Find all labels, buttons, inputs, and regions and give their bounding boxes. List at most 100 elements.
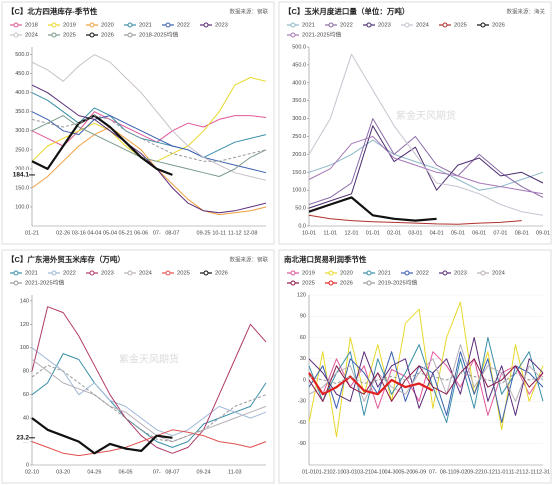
legend-dot — [366, 22, 372, 28]
legend-label: 2021 — [25, 271, 38, 277]
x-tick-label: 08-07 — [165, 469, 179, 475]
series-line — [31, 353, 267, 448]
x-tick-label: 09-24 — [197, 469, 211, 475]
legend-label: 2024 — [492, 271, 506, 277]
legend-label: 2023 — [378, 23, 391, 29]
series-line — [308, 196, 437, 222]
legend-dot — [480, 270, 486, 276]
legend-dot — [51, 270, 57, 276]
legend-dot — [442, 270, 448, 276]
y-tick-label: 100.0 — [15, 204, 29, 210]
series-line — [31, 115, 267, 162]
series-line — [31, 429, 267, 457]
legend-dot — [480, 22, 486, 28]
x-tick-label: 07- — [153, 230, 161, 236]
x-tick-label: 01-01 — [302, 469, 316, 475]
x-tick-label: 04-01 — [430, 230, 444, 236]
series-line — [31, 306, 267, 454]
y-tick-label: 120 — [297, 292, 306, 298]
legend-dot — [165, 22, 171, 28]
x-tick-label: 05-04 — [103, 230, 117, 236]
legend-dot — [328, 280, 334, 286]
legend-dot — [13, 32, 19, 38]
source: 数据来源：钢联 — [229, 255, 268, 263]
y-tick-label: 500.0 — [292, 44, 306, 50]
source: 数据来源：钢联 — [229, 7, 268, 15]
chart-title: 【C】北方四港库存-季节性 — [7, 6, 98, 16]
panel — [1, 249, 275, 484]
legend-dot — [203, 22, 209, 28]
x-tick-label: 02-10 — [329, 469, 343, 475]
y-tick-label: 350.0 — [15, 109, 29, 115]
y-tick-label: 350.0 — [292, 98, 306, 104]
x-tick-label: 03-01 — [408, 230, 422, 236]
legend-dot — [404, 22, 410, 28]
legend-label: 2020 — [101, 23, 114, 29]
x-tick-label: 11-21 — [509, 469, 523, 475]
chart-title: 南北港口贸易利润季节性 — [284, 254, 367, 264]
series-line — [308, 301, 544, 438]
x-tick-label: 09-02 — [453, 469, 467, 475]
series-line — [308, 139, 544, 191]
y-tick-label: 50.0 — [295, 206, 306, 212]
y-tick-label: 250.0 — [15, 147, 29, 153]
x-tick-label: 09-01 — [536, 230, 550, 236]
y-tick-label: 80 — [23, 369, 29, 375]
x-tick-label: 12-31 — [536, 469, 550, 475]
x-tick-label: 12-01 — [345, 230, 359, 236]
legend-label: 2026 — [492, 23, 505, 29]
x-tick-label: 05-01 — [451, 230, 465, 236]
x-tick-label: 07- — [153, 469, 161, 475]
x-tick-label: 09-22 — [467, 469, 481, 475]
panel — [1, 1, 275, 245]
x-tick-label: 12-08 — [243, 230, 257, 236]
legend-label: 2023 — [101, 271, 114, 277]
series-line — [31, 347, 267, 437]
series-line — [31, 84, 267, 214]
x-tick-label: 07-01 — [493, 230, 507, 236]
chart-title: 【C】玉米月度进口量（单位：万吨） — [284, 6, 409, 16]
x-tick-label: 11-03 — [228, 469, 242, 475]
legend-dot — [13, 280, 19, 286]
watermark: 紫金天风期货 — [396, 109, 456, 122]
y-tick-label: 500.0 — [15, 52, 29, 58]
legend-label: 2022 — [416, 271, 429, 277]
legend-dot — [328, 22, 334, 28]
x-tick-label: 02-01 — [387, 230, 401, 236]
panel — [278, 249, 552, 484]
legend-dot — [127, 22, 133, 28]
y-tick-label: 450.0 — [292, 62, 306, 68]
marker-label: 184.1 — [13, 172, 30, 179]
legend-label: 2022 — [63, 271, 76, 277]
legend-label: 2025 — [63, 33, 76, 39]
series-line — [31, 54, 267, 181]
legend-label: 2021 — [302, 23, 315, 29]
legend-label: 2019 — [302, 271, 315, 277]
legend-label: 2022 — [340, 23, 353, 29]
y-tick-label: 450.0 — [15, 71, 29, 77]
y-tick-label: 0 — [303, 377, 306, 383]
x-tick-label: 01-21 — [316, 469, 330, 475]
legend-dot — [89, 22, 95, 28]
x-tick-label: 11-12 — [228, 230, 242, 236]
marker-box — [4, 169, 29, 180]
legend-dot — [13, 270, 19, 276]
series-line — [31, 111, 267, 147]
legend-dot — [127, 270, 133, 276]
legend-label: 2026 — [340, 281, 353, 287]
y-tick-label: 90 — [300, 314, 306, 320]
legend-dot — [290, 280, 296, 286]
legend-label: 2025 — [302, 281, 315, 287]
x-tick-label: 05-21 — [119, 230, 133, 236]
legend-label: 2019 — [63, 23, 76, 29]
series-line — [31, 359, 267, 443]
x-tick-label: 03-20 — [56, 469, 70, 475]
legend-dot — [51, 22, 57, 28]
y-tick-label: 100 — [20, 345, 29, 351]
series-line — [308, 136, 544, 195]
y-tick-label: 200.0 — [15, 166, 29, 172]
y-tick-label: 60 — [300, 335, 306, 341]
series-line — [308, 358, 544, 402]
x-tick-label: 03-21 — [357, 469, 371, 475]
